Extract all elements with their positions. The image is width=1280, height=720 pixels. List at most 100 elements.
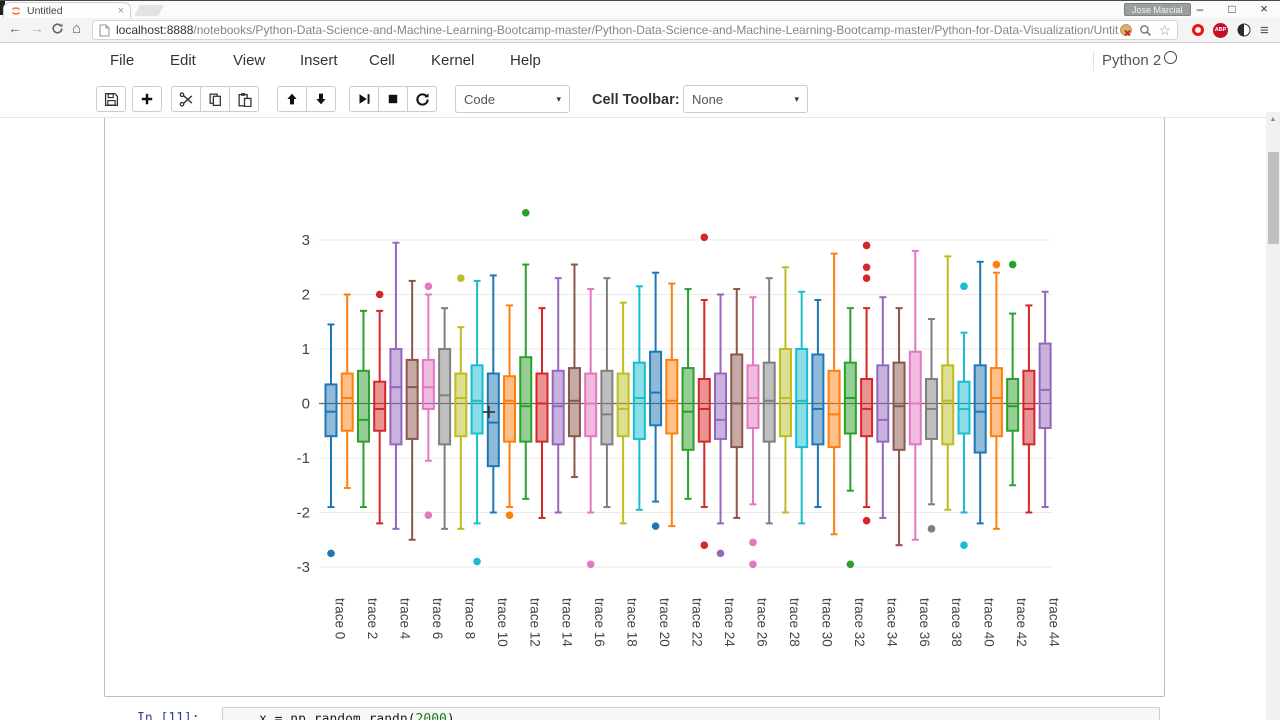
- new-tab-button[interactable]: [134, 5, 164, 16]
- cut-cell-button[interactable]: [171, 86, 201, 112]
- box-trace[interactable]: [795, 290, 809, 525]
- box-trace[interactable]: [714, 293, 728, 558]
- profile-name-badge[interactable]: Jose Marcial: [1124, 3, 1191, 16]
- box: [762, 361, 776, 443]
- box-trace[interactable]: [908, 249, 922, 541]
- box-trace[interactable]: [356, 309, 370, 509]
- box-trace[interactable]: [811, 298, 825, 509]
- box-trace[interactable]: [827, 252, 841, 536]
- box-trace[interactable]: [892, 307, 906, 547]
- box-trace[interactable]: [551, 277, 565, 514]
- url-path: /notebooks/Python-Data-Science-and-Machi…: [193, 23, 1120, 37]
- stop-kernel-button[interactable]: [378, 86, 408, 112]
- run-cell-button[interactable]: [349, 86, 379, 112]
- box-trace[interactable]: [632, 285, 646, 511]
- vertical-scrollbar[interactable]: ▲: [1266, 112, 1280, 720]
- scroll-up-icon[interactable]: ▲: [1269, 116, 1277, 123]
- box-trace[interactable]: [649, 271, 663, 530]
- box-trace[interactable]: [519, 208, 533, 500]
- box-plot-chart[interactable]: 3 2 1 0 -1 -2 -3 trace 0 trace 2 trace 4 trace 6 tr…: [106, 118, 1165, 696]
- box-trace[interactable]: [989, 260, 1003, 530]
- menu-view[interactable]: View: [233, 52, 266, 69]
- box-trace[interactable]: [925, 318, 939, 533]
- box-trace[interactable]: [778, 266, 792, 514]
- cell-type-select[interactable]: Code ▾: [455, 85, 570, 113]
- kernel-idle-icon: [1164, 51, 1177, 64]
- move-cell-up-button[interactable]: [277, 86, 307, 112]
- menu-kernel[interactable]: Kernel: [431, 52, 475, 69]
- x-tick-label: trace 18: [625, 598, 640, 647]
- box-trace[interactable]: [957, 282, 971, 549]
- menu-cell[interactable]: Cell: [369, 52, 395, 69]
- home-icon[interactable]: ⌂: [72, 20, 82, 37]
- menu-edit[interactable]: Edit: [170, 52, 196, 69]
- paste-cell-button[interactable]: [229, 86, 259, 112]
- box-trace[interactable]: [535, 307, 549, 519]
- move-cell-down-button[interactable]: [306, 86, 336, 112]
- box: [989, 367, 1003, 438]
- menu-help[interactable]: Help: [510, 52, 541, 69]
- box-trace[interactable]: [373, 290, 387, 525]
- box-trace[interactable]: [324, 323, 338, 558]
- box-trace[interactable]: [1006, 260, 1020, 487]
- reload-icon[interactable]: [51, 22, 64, 35]
- box-trace[interactable]: [567, 263, 581, 479]
- scrollbar-thumb[interactable]: [1267, 152, 1279, 244]
- restart-kernel-button[interactable]: [407, 86, 437, 112]
- add-cell-button[interactable]: [132, 86, 162, 112]
- box-trace[interactable]: [616, 301, 630, 525]
- cookie-blocked-icon[interactable]: [1119, 23, 1133, 37]
- box-trace[interactable]: [421, 282, 435, 520]
- cell-toolbar-select[interactable]: None ▾: [683, 85, 808, 113]
- box-trace[interactable]: [730, 288, 744, 519]
- box-trace[interactable]: [762, 277, 776, 525]
- box-trace[interactable]: [746, 296, 760, 569]
- box-trace[interactable]: [941, 255, 955, 511]
- code-input-area[interactable]: x = np.random.randn(2000): [222, 707, 1160, 720]
- opera-extension-icon[interactable]: [1192, 24, 1204, 36]
- bookmark-star-icon[interactable]: ☆: [1158, 22, 1171, 38]
- box-trace[interactable]: [438, 307, 452, 530]
- box-trace[interactable]: [584, 288, 598, 569]
- box: [973, 364, 987, 454]
- url-field[interactable]: localhost:8888/notebooks/Python-Data-Sci…: [92, 20, 1178, 40]
- box-trace[interactable]: [1022, 304, 1036, 514]
- box-trace[interactable]: [973, 260, 987, 525]
- back-icon[interactable]: ←: [8, 20, 22, 36]
- box-trace[interactable]: [860, 241, 874, 525]
- x-tick-label: trace 2: [365, 598, 380, 639]
- chrome-menu-icon[interactable]: ≡: [1260, 21, 1269, 39]
- box-trace[interactable]: [681, 288, 695, 500]
- close-button[interactable]: ×: [1260, 1, 1268, 16]
- minimize-button[interactable]: –: [1196, 2, 1204, 16]
- forward-icon[interactable]: →: [30, 20, 44, 36]
- save-button[interactable]: [96, 86, 126, 112]
- box-trace[interactable]: [389, 241, 403, 530]
- box: [373, 380, 387, 432]
- menu-file[interactable]: File: [110, 52, 135, 69]
- copy-cell-button[interactable]: [200, 86, 230, 112]
- box-trace[interactable]: [454, 274, 468, 530]
- box: [535, 372, 549, 443]
- maximize-button[interactable]: □: [1228, 2, 1236, 16]
- box-trace[interactable]: [340, 293, 354, 489]
- box-trace[interactable]: [665, 282, 679, 528]
- box-trace[interactable]: [697, 233, 711, 549]
- menu-insert[interactable]: Insert: [300, 52, 338, 69]
- selected-output-cell[interactable]: 3 2 1 0 -1 -2 -3 trace 0 trace 2 trace 4 trace 6 tr…: [104, 118, 1165, 697]
- box-trace[interactable]: [470, 279, 484, 566]
- adblock-plus-icon[interactable]: ABP: [1213, 22, 1228, 38]
- box-trace[interactable]: [503, 304, 517, 520]
- browser-tab[interactable]: Untitled ×: [3, 2, 131, 19]
- box-trace[interactable]: [1038, 290, 1052, 509]
- tab-close-icon[interactable]: ×: [117, 5, 124, 17]
- contrast-extension-icon[interactable]: [1237, 23, 1251, 37]
- box-trace[interactable]: [876, 296, 890, 519]
- box-trace[interactable]: [843, 307, 857, 569]
- box-trace[interactable]: [405, 279, 419, 541]
- search-zoom-icon[interactable]: [1139, 24, 1152, 37]
- outlier-point: [749, 538, 757, 547]
- box-trace[interactable]: [600, 277, 614, 509]
- next-code-cell[interactable]: In [11]: x = np.random.randn(2000): [0, 703, 1280, 720]
- box-trace[interactable]: [486, 274, 500, 514]
